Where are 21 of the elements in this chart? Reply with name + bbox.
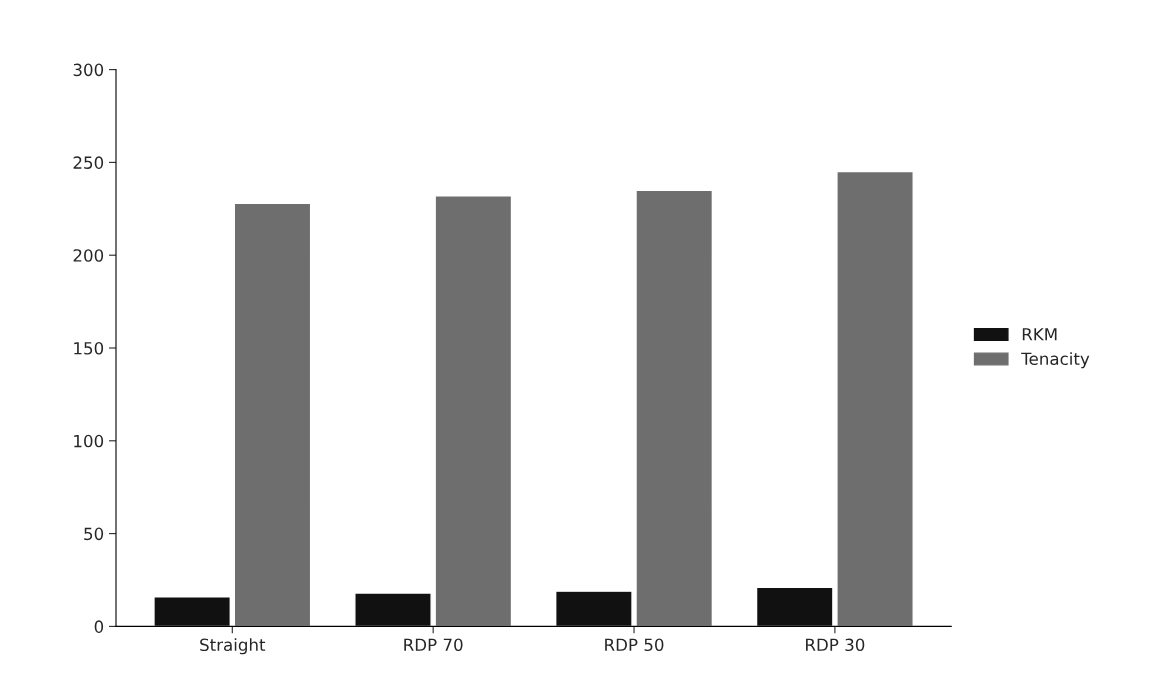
y-tick-label: 100	[74, 434, 104, 448]
x-tick-label: RDP 30	[806, 638, 865, 652]
y-tick-label: 250	[73, 156, 104, 169]
x-tick-label: RDP 50	[605, 638, 664, 652]
bar	[635, 189, 714, 627]
y-tick-label: 50	[84, 527, 104, 541]
y-tick-label: 300	[73, 63, 104, 77]
y-tick-label: 200	[73, 249, 104, 262]
bar	[555, 590, 633, 627]
bar	[354, 592, 432, 627]
x-tick-label: RDP 70	[404, 638, 463, 652]
x-tick-label: Straight	[200, 638, 266, 655]
bar	[755, 586, 834, 627]
bar	[153, 596, 231, 627]
bar	[836, 170, 914, 627]
y-tick-label: 150	[74, 341, 104, 355]
legend-label: RKM	[1022, 328, 1057, 341]
bar	[434, 195, 513, 627]
y-tick-label: 0	[94, 620, 104, 633]
bar	[233, 202, 312, 627]
legend-label: Tenacity	[1021, 352, 1090, 369]
